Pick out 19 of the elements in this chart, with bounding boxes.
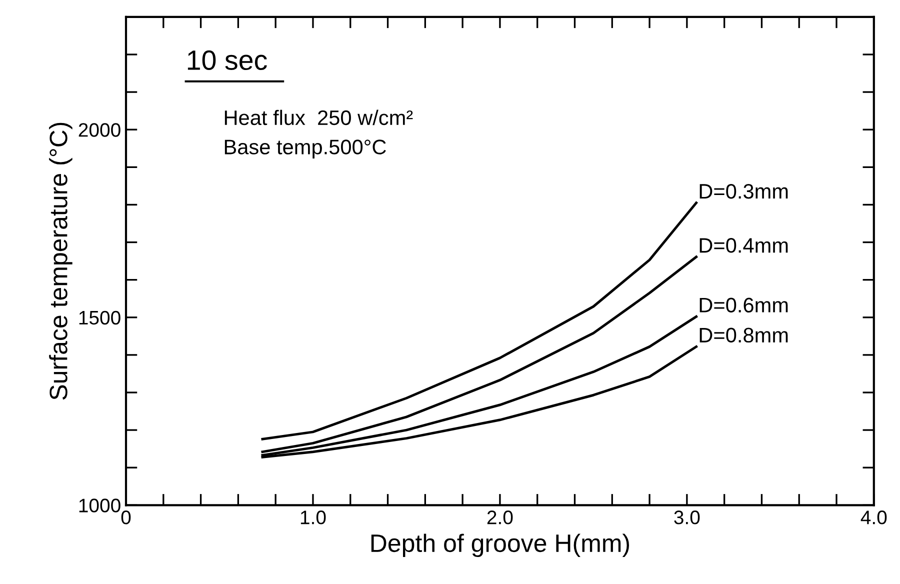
x-tick-label: 4.0 xyxy=(860,510,887,524)
x-tick-label: 1.0 xyxy=(300,510,326,524)
y-tick-label: 2000 xyxy=(78,123,120,137)
series-label: D=0.4mm xyxy=(700,238,788,253)
annotation: 10 sec xyxy=(188,50,267,70)
line-series xyxy=(261,256,698,454)
x-tick-label: 3.0 xyxy=(674,510,700,524)
series-label: D=0.6mm xyxy=(700,298,788,313)
x-tick-label: 2.0 xyxy=(487,510,513,524)
y-axis-title: Surface temperature (°C) xyxy=(49,122,72,400)
y-tick-label: 1000 xyxy=(79,498,120,512)
series-label: D=0.3mm xyxy=(700,184,788,199)
y-tick-label: 1500 xyxy=(79,310,120,325)
line-series xyxy=(261,202,698,440)
annotation: Base temp.500°C xyxy=(224,140,386,159)
x-axis-title: Depth of groove H(mm) xyxy=(371,534,630,558)
series-label: D=0.8mm xyxy=(700,328,788,343)
annotation: Heat flux 250 w/cm² xyxy=(224,110,413,126)
x-tick-label: 0 xyxy=(121,510,131,524)
